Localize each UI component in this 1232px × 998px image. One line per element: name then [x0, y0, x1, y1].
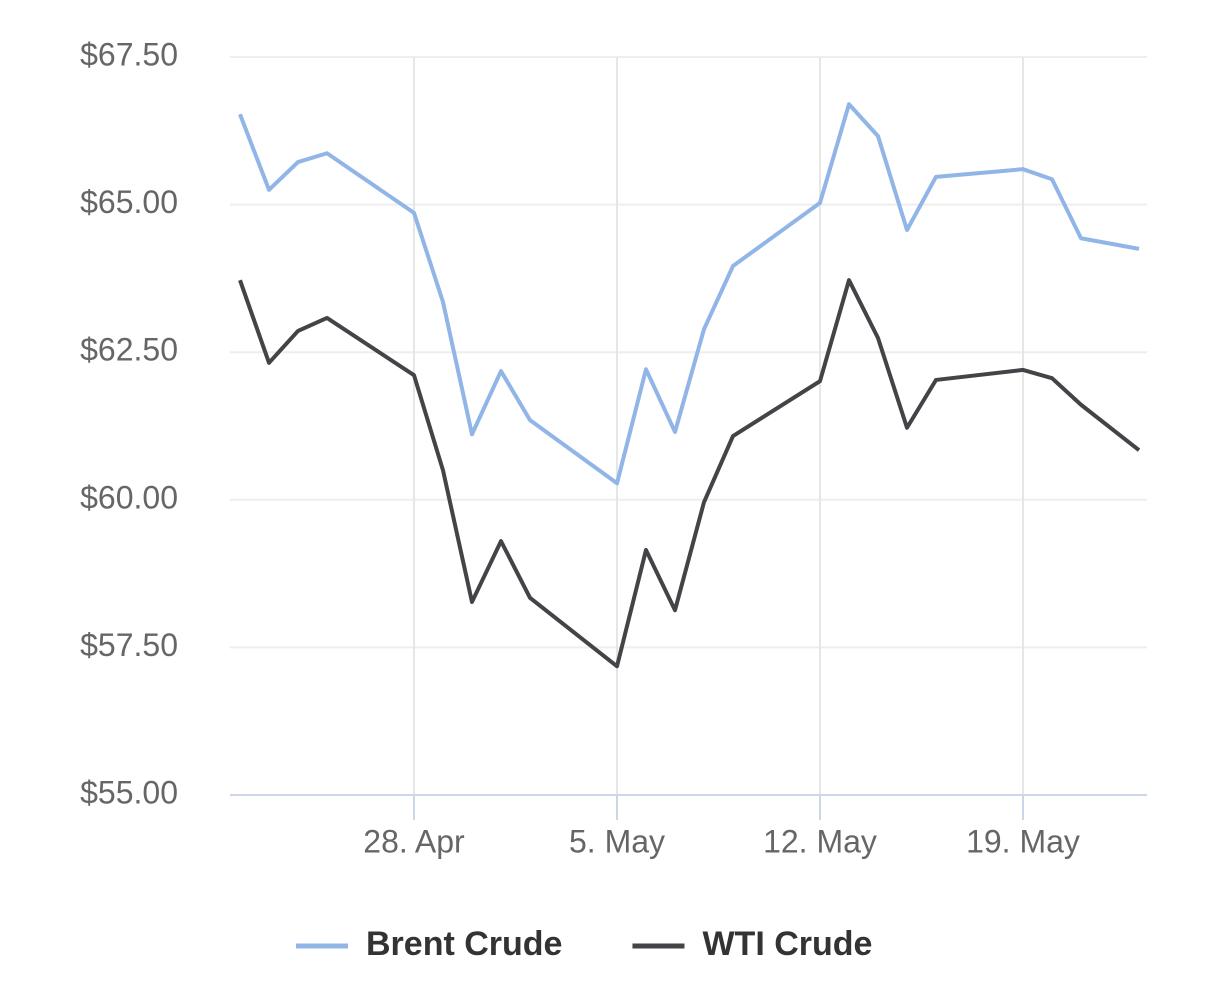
y-tick-label: $55.00	[80, 774, 178, 810]
legend-text: Brent Crude	[366, 925, 562, 963]
y-tick-label: $62.50	[80, 332, 178, 368]
y-tick-label: $65.00	[80, 184, 178, 220]
x-tick-label: 5. May	[569, 823, 665, 859]
y-tick-label: $57.50	[80, 627, 178, 663]
y-tick-label: $67.50	[80, 36, 178, 72]
x-tick-label: 12. May	[763, 823, 877, 859]
x-tick-label: 19. May	[966, 823, 1080, 859]
x-tick-label: 28. Apr	[363, 823, 465, 859]
y-tick-label: $60.00	[80, 479, 178, 515]
series-line	[238, 102, 1140, 486]
series-line	[238, 278, 1141, 669]
legend-text: WTI Crude	[702, 925, 872, 963]
